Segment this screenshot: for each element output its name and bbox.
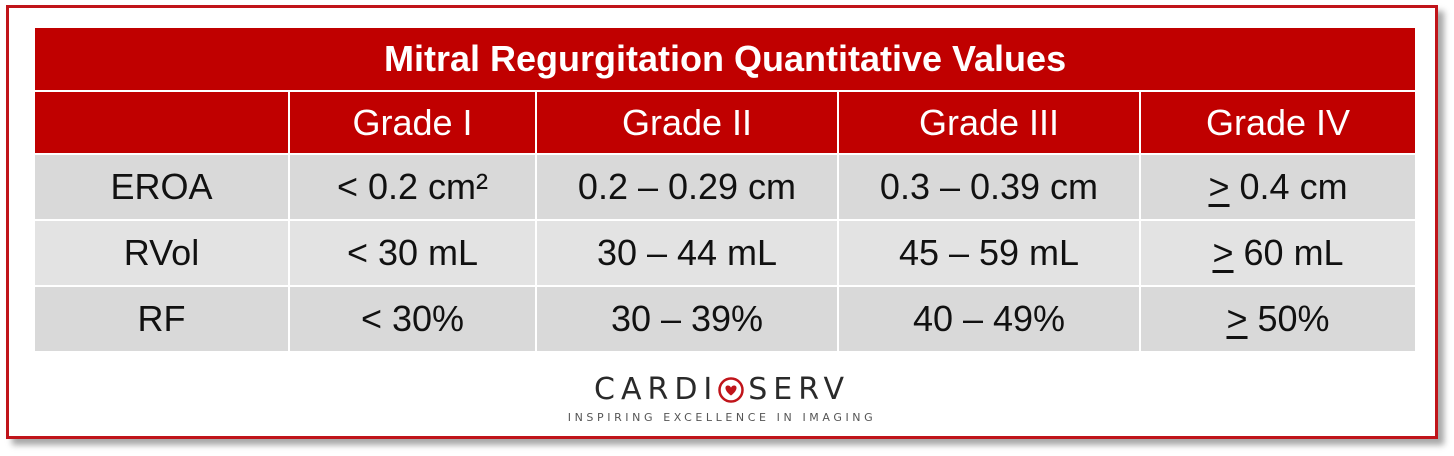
logo-word-left: CARDI xyxy=(594,372,719,407)
table-cell: < 30 mL xyxy=(288,219,537,287)
ge-symbol: > xyxy=(1226,298,1248,339)
cardioserv-logo: CARDI SERV INSPIRING EXCELLENCE IN IMAGI… xyxy=(9,372,1435,424)
logo-wordmark: CARDI SERV xyxy=(594,372,850,407)
table-cell: 30 – 44 mL xyxy=(535,219,839,287)
table-cell: > 60 mL xyxy=(1138,219,1418,287)
grade-header-row: Grade I Grade II Grade III Grade IV xyxy=(33,90,1418,155)
table-cell: < 0.2 cm² xyxy=(288,153,537,221)
table-cell: 40 – 49% xyxy=(837,285,1141,353)
row-label: RVol xyxy=(33,219,290,287)
ge-symbol: > xyxy=(1208,166,1230,207)
logo-word-right: SERV xyxy=(748,372,850,407)
table-cell: 0.2 – 0.29 cm xyxy=(535,153,839,221)
mr-values-table: Mitral Regurgitation Quantitative Values… xyxy=(32,26,1418,353)
cell-value: 60 mL xyxy=(1233,232,1344,273)
heart-circle-icon xyxy=(718,376,745,403)
slide-frame: Mitral Regurgitation Quantitative Values… xyxy=(6,5,1438,439)
cell-value: 0.4 cm xyxy=(1229,166,1348,207)
ge-symbol: > xyxy=(1212,232,1234,273)
logo-tagline: INSPIRING EXCELLENCE IN IMAGING xyxy=(567,411,877,424)
title-row: Mitral Regurgitation Quantitative Values xyxy=(32,26,1418,92)
header-grade-3: Grade III xyxy=(837,90,1141,155)
header-grade-1: Grade I xyxy=(288,90,537,155)
table-cell: 45 – 59 mL xyxy=(837,219,1141,287)
header-empty-cell xyxy=(33,90,290,155)
cell-value: 50% xyxy=(1247,298,1330,339)
table-cell: > 0.4 cm xyxy=(1138,153,1418,221)
table-title: Mitral Regurgitation Quantitative Values xyxy=(32,26,1418,92)
table-cell: < 30% xyxy=(288,285,537,353)
table-row: RF < 30% 30 – 39% 40 – 49% > 50% xyxy=(33,285,1418,353)
table-row: EROA < 0.2 cm² 0.2 – 0.29 cm 0.3 – 0.39 … xyxy=(33,153,1418,221)
row-label: EROA xyxy=(33,153,290,221)
table-row: RVol < 30 mL 30 – 44 mL 45 – 59 mL > 60 … xyxy=(33,219,1418,287)
table-cell: 0.3 – 0.39 cm xyxy=(837,153,1141,221)
header-grade-4: Grade IV xyxy=(1138,90,1418,155)
table-cell: > 50% xyxy=(1138,285,1418,353)
header-grade-2: Grade II xyxy=(535,90,839,155)
table-cell: 30 – 39% xyxy=(535,285,839,353)
row-label: RF xyxy=(33,285,290,353)
